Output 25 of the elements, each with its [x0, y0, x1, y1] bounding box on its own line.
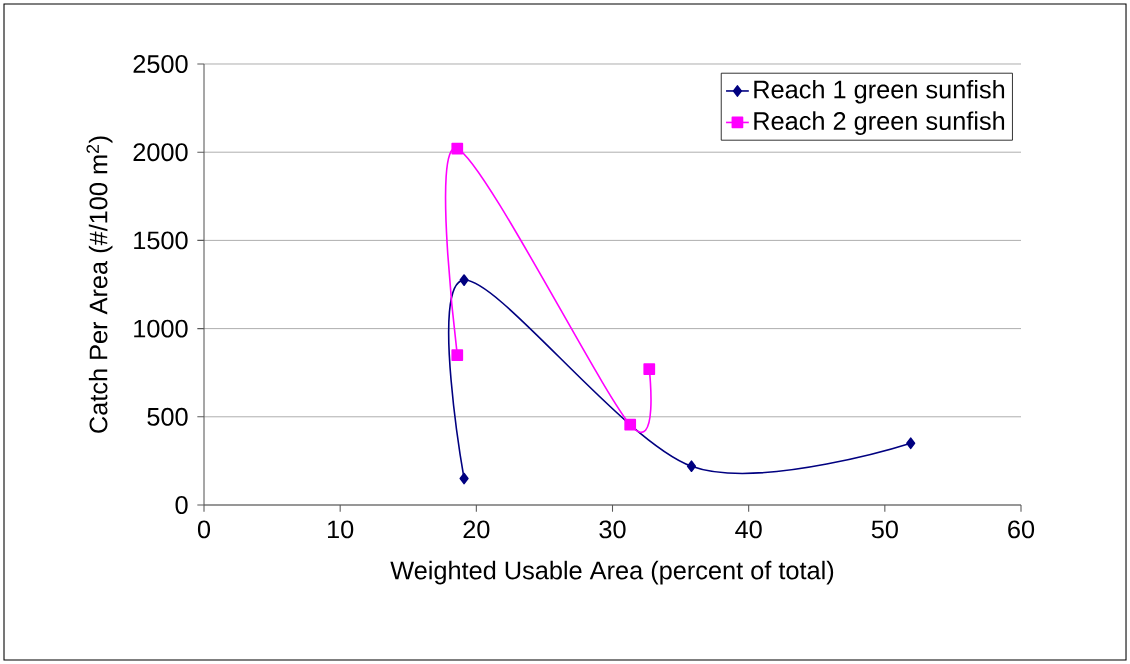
y-tick-label: 1500 — [134, 231, 188, 250]
y-tick-label: 1000 — [134, 319, 188, 338]
x-tick-label: 10 — [328, 520, 354, 539]
point — [459, 274, 469, 286]
point — [624, 418, 637, 431]
x-tick-label: 40 — [735, 520, 762, 539]
x-tick-label: 0 — [197, 520, 211, 539]
point — [906, 437, 916, 450]
x-axis-title: Weighted Usable Area (percent of total) — [390, 560, 834, 585]
x-tick-label: 30 — [599, 520, 626, 539]
legend-label: Reach 2 green sunfish — [754, 111, 1005, 135]
point — [451, 349, 464, 361]
y-tick-label: 2000 — [133, 143, 188, 162]
y-tick-label: 0 — [175, 496, 188, 514]
y-tick-label: 2500 — [133, 55, 188, 73]
x-tick-label: 50 — [871, 520, 898, 539]
point — [459, 472, 469, 485]
y-tick-label: 500 — [147, 407, 188, 426]
point — [451, 142, 464, 155]
point — [686, 460, 697, 473]
x-tick-label: 20 — [463, 520, 490, 539]
y-axis-title: Catch Per Area (#/100 m$^{2}$) — [86, 136, 113, 433]
point — [643, 363, 656, 376]
x-tick-label: 60 — [1008, 520, 1035, 539]
legend-label: Reach 1 green sunfish — [754, 79, 1005, 104]
